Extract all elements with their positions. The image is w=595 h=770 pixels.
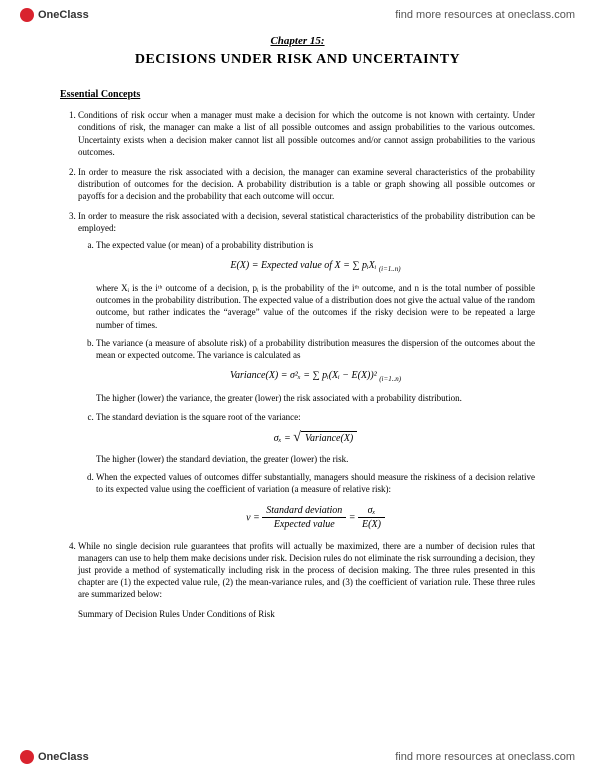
chapter-title: DECISIONS UNDER RISK AND UNCERTAINTY [60, 51, 535, 70]
cv-den-2: E(X) [358, 518, 385, 532]
concept-list: Conditions of risk occur when a manager … [60, 109, 535, 600]
sum-limits-2: (i=1..n) [379, 375, 401, 383]
stddev-left: σₓ = [274, 433, 291, 444]
sqrt-body: Variance(X) [301, 431, 357, 446]
concept-2: In order to measure the risk associated … [78, 166, 535, 202]
cv-frac-1: Standard deviation Expected value [262, 504, 346, 532]
cv-den-1: Expected value [262, 518, 346, 532]
concept-3b-body: The higher (lower) the variance, the gre… [96, 393, 462, 403]
concept-3b-intro: The variance (a measure of absolute risk… [96, 338, 535, 360]
footer-logo-icon [20, 750, 34, 764]
cv-num-2: σₓ [358, 504, 385, 519]
footer-logo: OneClass [20, 750, 89, 764]
concept-3-sublist: The expected value (or mean) of a probab… [78, 239, 535, 532]
expected-value-formula: E(X) = Expected value of X = ∑ pᵢXᵢ (i=1… [96, 259, 535, 274]
concept-3a-body: where Xᵢ is the iᵗʰ outcome of a decisio… [96, 283, 535, 329]
formula-ev-text: E(X) = Expected value of X = ∑ pᵢXᵢ [230, 260, 376, 271]
variance-formula: Variance(X) = σ²ₓ = ∑ pᵢ(Xᵢ − E(X))² (i=… [96, 369, 535, 384]
concept-3b: The variance (a measure of absolute risk… [96, 337, 535, 405]
concept-4-body: While no single decision rule guarantees… [78, 541, 535, 600]
page-footer: OneClass find more resources at oneclass… [0, 744, 595, 770]
sum-limits: (i=1..n) [379, 265, 401, 273]
document-body: Chapter 15: DECISIONS UNDER RISK AND UNC… [0, 26, 595, 630]
concept-3-intro: In order to measure the risk associated … [78, 211, 535, 233]
footer-tagline: find more resources at oneclass.com [395, 751, 575, 763]
sqrt-symbol: √ [293, 431, 301, 446]
concept-3a-intro: The expected value (or mean) of a probab… [96, 240, 313, 250]
concept-4: While no single decision rule guarantees… [78, 540, 535, 601]
logo-text: OneClass [38, 9, 89, 21]
cv-num-1: Standard deviation [262, 504, 346, 519]
cv-eq: = [349, 512, 356, 523]
logo: OneClass [20, 8, 89, 22]
section-heading: Essential Concepts [60, 88, 535, 102]
stddev-formula: σₓ = √ Variance(X) [96, 431, 535, 446]
concept-3d: When the expected values of outcomes dif… [96, 471, 535, 531]
sqrt-wrap: √ Variance(X) [293, 431, 357, 446]
logo-icon [20, 8, 34, 22]
page-header: OneClass find more resources at oneclass… [0, 0, 595, 26]
concept-3c-intro: The standard deviation is the square roo… [96, 412, 301, 422]
concept-3d-intro: When the expected values of outcomes dif… [96, 472, 535, 494]
cv-frac-2: σₓ E(X) [358, 504, 385, 532]
formula-var-text: Variance(X) = σ²ₓ = ∑ pᵢ(Xᵢ − E(X))² [230, 370, 377, 381]
concept-3: In order to measure the risk associated … [78, 210, 535, 531]
summary-heading: Summary of Decision Rules Under Conditio… [78, 608, 535, 620]
cv-left: v = [246, 512, 260, 523]
concept-3c-body: The higher (lower) the standard deviatio… [96, 454, 348, 464]
footer-logo-text: OneClass [38, 751, 89, 763]
chapter-label: Chapter 15: [60, 34, 535, 49]
header-tagline: find more resources at oneclass.com [395, 9, 575, 21]
cv-formula: v = Standard deviation Expected value = … [96, 504, 535, 532]
concept-3a: The expected value (or mean) of a probab… [96, 239, 535, 331]
concept-1: Conditions of risk occur when a manager … [78, 109, 535, 158]
concept-3c: The standard deviation is the square roo… [96, 411, 535, 466]
